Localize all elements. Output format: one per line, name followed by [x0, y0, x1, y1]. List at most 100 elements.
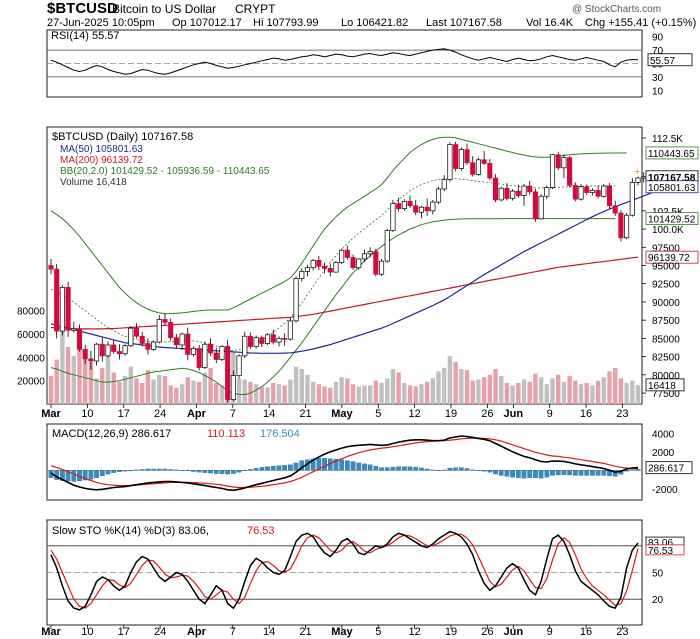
x-tick-label: 14 [263, 408, 275, 420]
macd-histogram-bar [202, 470, 208, 473]
candle-body [521, 185, 527, 196]
candle-body [276, 338, 282, 343]
candle-body [299, 270, 305, 279]
candle-body [71, 328, 77, 331]
candle-body [435, 188, 442, 203]
legend-volume: Volume 16,418 [60, 177, 127, 188]
candle-body [179, 333, 185, 346]
candle-body [327, 268, 333, 273]
candle-body [606, 185, 613, 207]
candle-body [287, 320, 293, 340]
volume-bar [271, 383, 276, 404]
volume-bar [333, 381, 339, 404]
volume-bar [214, 383, 219, 404]
quote-volume: Vol 16.4K [526, 17, 574, 29]
candle-body [538, 195, 544, 220]
volume-bar [219, 385, 225, 404]
macd-histogram-bar [196, 470, 202, 473]
rsi-tick-label: 90 [652, 33, 664, 44]
price-value-label: 107167.58 [648, 173, 696, 184]
volume-bar [424, 381, 430, 404]
x-tick-label: Mar [41, 408, 61, 420]
volume-bar [82, 350, 88, 404]
volume-bar [390, 369, 396, 404]
macd-histogram-bar [550, 470, 555, 476]
candle-body [629, 182, 635, 216]
volume-bar [77, 336, 82, 404]
macd-histogram-bar [590, 470, 595, 476]
symbol-title: $BTCUSD [47, 0, 118, 17]
volume-bar [276, 384, 282, 404]
macd-histogram-bar [544, 470, 550, 478]
x-axis-bottom: Mar 10 17 24 Apr 7 14 21 May 5 12 19 26 Jun 9 16 23 [41, 625, 629, 638]
candle-body [190, 348, 197, 355]
macd-histogram-bar [168, 469, 174, 471]
macd-histogram-bar [373, 466, 379, 471]
price-value-label: 105801.63 [648, 183, 696, 194]
volume-bar [590, 385, 595, 404]
candle-body [367, 251, 373, 255]
candle-body [270, 334, 276, 343]
macd-histogram-bar [453, 467, 458, 471]
candle-body [618, 212, 624, 239]
macd-histogram-bar [128, 470, 134, 471]
macd-histogram-bar [612, 470, 618, 477]
price-tick-label: 82500 [652, 353, 680, 364]
volume-bar [464, 370, 470, 404]
legend-bb: BB(20,2.0) 101429.52 - 105936.59 - 11044… [60, 166, 270, 177]
x-tick-label: Apr [187, 408, 207, 420]
volume-bar [288, 379, 293, 404]
candle-body [344, 249, 350, 258]
macd-histogram-bar [401, 466, 407, 471]
volume-bar [350, 384, 356, 404]
volume-bar [345, 378, 350, 404]
candle-body [111, 344, 117, 352]
panel-frame [46, 423, 643, 501]
volume-bar [316, 384, 322, 404]
macd-histogram-bar [555, 470, 561, 476]
macd-histogram-bar [276, 465, 282, 471]
volume-bar [544, 384, 550, 404]
volume-bar [573, 380, 578, 404]
price-tick-label: 100.0K [652, 225, 684, 236]
volume-bar [521, 379, 527, 404]
candle-body [196, 348, 202, 368]
x-tick-label: Jun [504, 408, 524, 420]
volume-bar [362, 385, 367, 404]
x-tick-label: 24 [154, 626, 166, 638]
volume-bar [635, 384, 641, 404]
macd-histogram-bar [60, 470, 65, 481]
candle-body [156, 319, 162, 343]
volume-bar [504, 383, 510, 404]
macd-histogram-bar [225, 470, 231, 475]
macd-histogram-bar [635, 469, 641, 471]
x-tick-label: 14 [263, 626, 275, 638]
price-value-box [645, 212, 699, 226]
quote-open: Op 107012.17 [172, 17, 242, 29]
candle-body [168, 322, 174, 339]
x-tick-label: May [331, 408, 353, 420]
quote-low: Lo 106421.82 [341, 17, 408, 29]
x-tick-label: Jun [504, 626, 524, 638]
macd-histogram-bar [219, 470, 225, 474]
volume-tick-label: 80000 [17, 307, 45, 318]
candle-body [532, 191, 538, 220]
bb-middle-line [50, 177, 616, 351]
volume-bar [419, 384, 424, 404]
x-tick-label: 24 [154, 408, 166, 420]
macd-histogram-bar [384, 467, 390, 471]
candle-body [236, 355, 242, 376]
volume-bar [402, 383, 407, 404]
candle-body [561, 157, 567, 169]
volume-bar [179, 384, 185, 404]
macd-histogram-bar [344, 460, 350, 471]
candle-body [310, 260, 316, 269]
volume-bar [253, 384, 259, 404]
macd-histogram-bar [99, 470, 105, 477]
macd-value-box [645, 461, 693, 475]
volume-bar [595, 380, 601, 404]
volume-bar [413, 386, 418, 404]
candle-body [418, 206, 424, 213]
volume-bar [561, 381, 567, 404]
volume-bar [293, 366, 299, 404]
